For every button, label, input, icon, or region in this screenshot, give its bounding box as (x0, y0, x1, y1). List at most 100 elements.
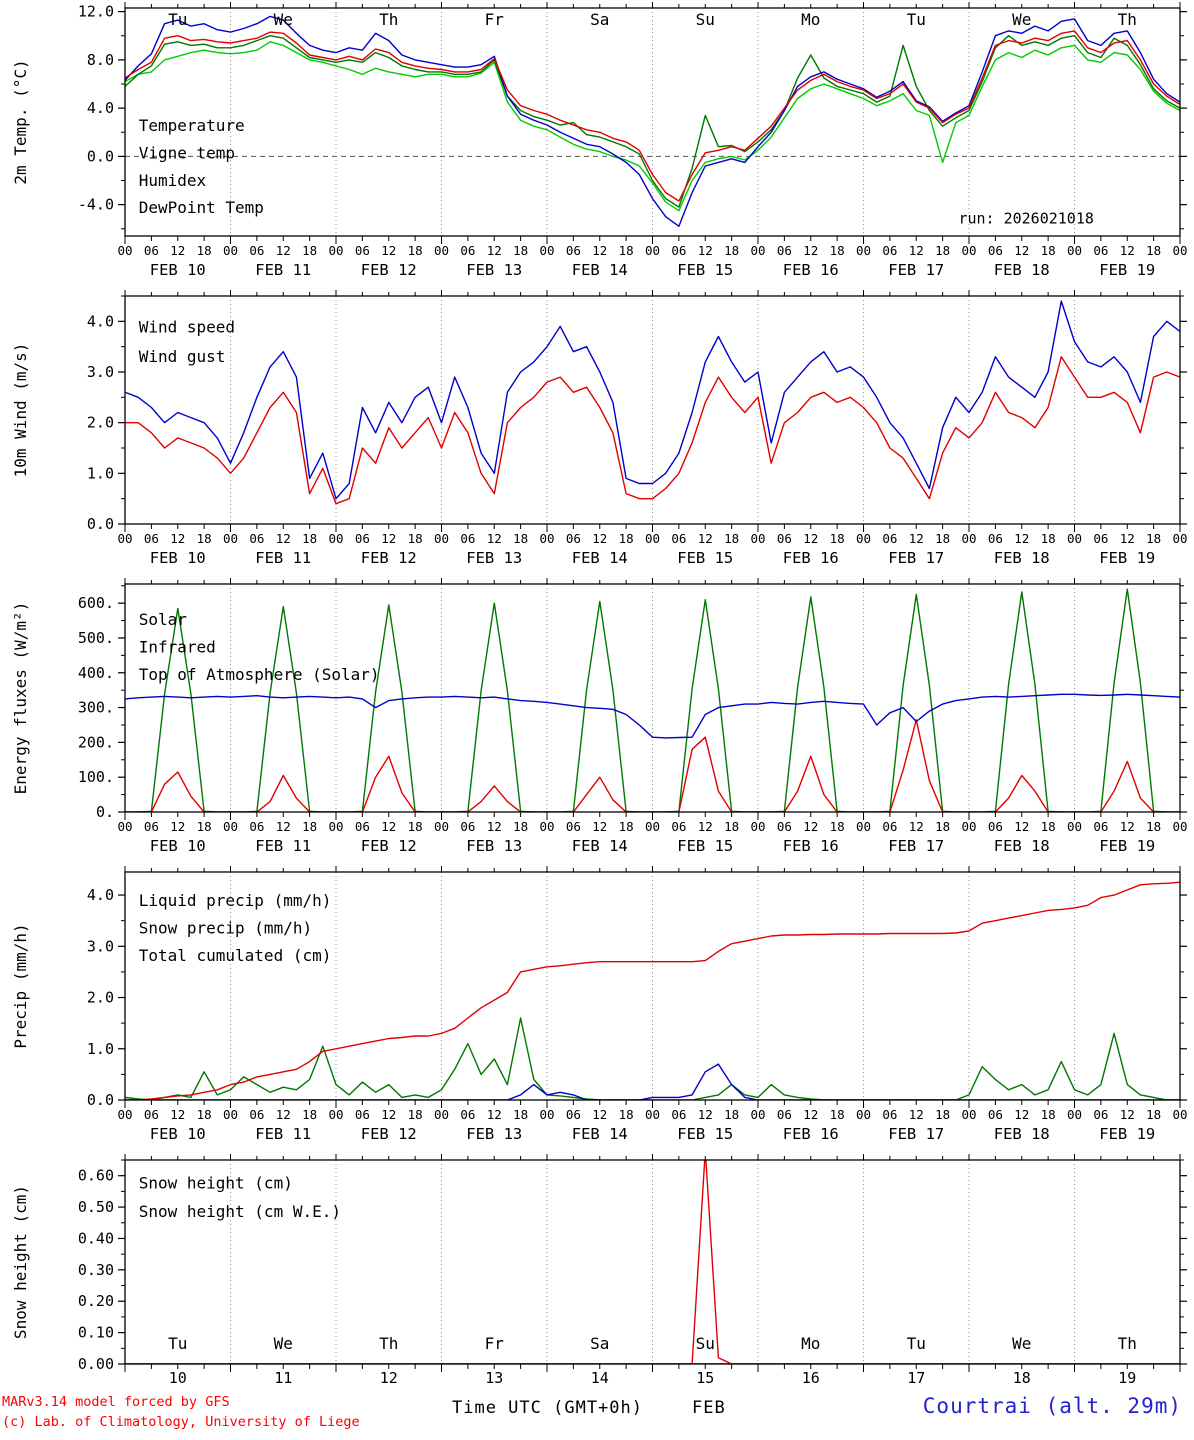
hour-tick-label: 06 (460, 531, 475, 546)
hour-tick-label: 00 (645, 243, 660, 258)
date-label: FEB 16 (783, 837, 839, 855)
hour-tick-label: 12 (803, 243, 818, 258)
hour-tick-label: 06 (671, 531, 686, 546)
hour-tick-label: 12 (381, 531, 396, 546)
hour-tick-label: 18 (830, 1107, 845, 1122)
hour-tick-label: 00 (750, 243, 765, 258)
hour-tick-label: 00 (434, 1107, 449, 1122)
day-number-label: 17 (907, 1369, 925, 1387)
y-tick-label: 0.50 (78, 1198, 114, 1216)
day-label: Th (379, 1334, 398, 1353)
y-axis-title: Snow height (cm) (11, 1185, 30, 1339)
date-label: FEB 19 (1099, 261, 1155, 279)
y-tick-label: 0.40 (78, 1229, 114, 1247)
day-label: Tu (907, 10, 926, 29)
temperature-panel: -4.0 0.0 4.0 8.0 12.0 00 06 12 18 00 06 12 18 00 06 12 1… (0, 0, 1194, 288)
hour-tick-label: 00 (539, 819, 554, 834)
series-temperature (125, 30, 1180, 202)
date-label: FEB 13 (466, 261, 522, 279)
hour-tick-label: 00 (856, 531, 871, 546)
hour-tick-label: 12 (909, 531, 924, 546)
day-label: We (274, 1334, 293, 1353)
hour-tick-label: 06 (671, 243, 686, 258)
hour-tick-label: 12 (1120, 531, 1135, 546)
date-label: FEB 19 (1099, 837, 1155, 855)
hour-tick-label: 06 (1093, 243, 1108, 258)
hour-tick-label: 12 (592, 1107, 607, 1122)
station-label: Courtrai (alt. 29m) (922, 1394, 1182, 1418)
day-label: Th (379, 10, 398, 29)
series-solar (125, 719, 1180, 812)
hour-tick-label: 12 (487, 819, 502, 834)
day-label: Th (1118, 1334, 1137, 1353)
legend-label-infrared: Infrared (139, 637, 216, 656)
hour-tick-label: 12 (381, 819, 396, 834)
date-label: FEB 11 (255, 549, 311, 567)
date-label: FEB 15 (677, 549, 733, 567)
hour-tick-label: 12 (909, 243, 924, 258)
hour-tick-label: 18 (724, 819, 739, 834)
plot-frame (124, 295, 1181, 525)
day-label: Sa (590, 1334, 609, 1353)
series-wind-speed (125, 356, 1180, 505)
day-number-label: 13 (485, 1369, 503, 1387)
y-axis-title: Energy fluxes (W/m²) (11, 602, 30, 795)
day-number-label: 16 (802, 1369, 820, 1387)
y-tick-label: 4.0 (87, 886, 114, 904)
day-label: We (274, 10, 293, 29)
series-dewpoint-temp (125, 41, 1180, 212)
day-number-label: 10 (169, 1369, 187, 1387)
hour-tick-label: 18 (197, 1107, 212, 1122)
hour-tick-label: 06 (671, 819, 686, 834)
hour-tick-label: 00 (434, 819, 449, 834)
hour-tick-label: 06 (566, 819, 581, 834)
day-label: Fr (485, 1334, 505, 1353)
day-label: Mo (801, 10, 820, 29)
precip-panel: 0.0 1.0 2.0 3.0 4.0 00 06 12 18 00 06 12 18 00 06 12 18 0… (0, 864, 1194, 1152)
series-snow-precip-mm-h (125, 1063, 1180, 1100)
y-tick-label: 200. (78, 733, 114, 751)
y-tick-label: 0.20 (78, 1292, 114, 1310)
day-label: Tu (168, 1334, 187, 1353)
temperature-chart: -4.0 0.0 4.0 8.0 12.0 00 06 12 18 00 06 12 18 00 06 12 1… (11, 2, 1188, 279)
day-label: Su (696, 10, 715, 29)
y-tick-label: 12.0 (78, 3, 114, 21)
legend-label-liquid-precip-mm-h: Liquid precip (mm/h) (139, 891, 332, 910)
hour-tick-label: 18 (830, 243, 845, 258)
hour-tick-label: 18 (197, 243, 212, 258)
day-label: Mo (801, 1334, 820, 1353)
hour-tick-label: 00 (1172, 1107, 1187, 1122)
hour-tick-label: 18 (830, 819, 845, 834)
date-label: FEB 18 (994, 1125, 1050, 1143)
day-label: Tu (168, 10, 187, 29)
y-axis-title: 2m Temp. (°C) (11, 59, 30, 184)
hour-tick-label: 12 (1014, 819, 1029, 834)
hour-tick-label: 18 (302, 1107, 317, 1122)
legend-label-total-cumulated-cm: Total cumulated (cm) (139, 946, 332, 965)
y-tick-label: 600. (78, 594, 114, 612)
day-label: Sa (590, 10, 609, 29)
hour-tick-label: 00 (539, 243, 554, 258)
hour-tick-label: 00 (1067, 243, 1082, 258)
hour-tick-label: 00 (1067, 531, 1082, 546)
hour-tick-label: 06 (777, 1107, 792, 1122)
hour-tick-label: 12 (170, 1107, 185, 1122)
hour-tick-label: 00 (856, 1107, 871, 1122)
hour-tick-label: 18 (1041, 819, 1056, 834)
date-label: FEB 16 (783, 549, 839, 567)
hour-tick-label: 12 (803, 1107, 818, 1122)
hour-tick-label: 00 (750, 531, 765, 546)
hour-tick-label: 06 (566, 243, 581, 258)
y-tick-label: 2.0 (87, 414, 114, 432)
hour-tick-label: 00 (328, 819, 343, 834)
y-axis-title: 10m Wind (m/s) (11, 343, 30, 478)
hour-tick-label: 12 (592, 819, 607, 834)
hour-tick-label: 12 (909, 1107, 924, 1122)
hour-tick-label: 12 (276, 1107, 291, 1122)
hour-tick-label: 12 (487, 1107, 502, 1122)
hour-tick-label: 12 (170, 819, 185, 834)
date-label: FEB 17 (888, 261, 944, 279)
series-infrared (125, 693, 1180, 739)
date-label: FEB 14 (572, 837, 628, 855)
hour-tick-label: 18 (513, 1107, 528, 1122)
